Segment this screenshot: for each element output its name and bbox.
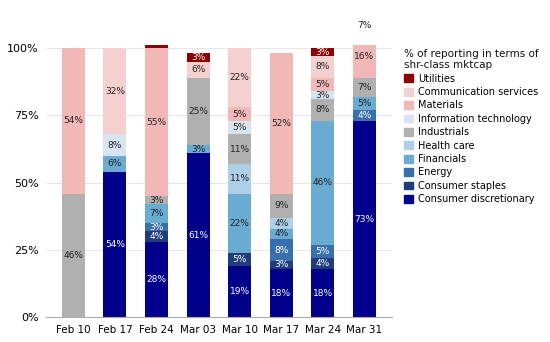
Bar — [103, 172, 127, 317]
Text: 3%: 3% — [191, 53, 205, 62]
Text: 3%: 3% — [149, 196, 164, 205]
Text: 4%: 4% — [150, 232, 163, 241]
Text: 11%: 11% — [229, 174, 250, 183]
Bar — [228, 194, 251, 253]
Bar — [186, 78, 210, 145]
Bar — [311, 48, 334, 56]
Text: 8%: 8% — [274, 246, 288, 254]
Text: 5%: 5% — [233, 123, 247, 132]
Text: 6%: 6% — [108, 159, 122, 168]
Text: 22%: 22% — [230, 219, 250, 228]
Bar — [186, 153, 210, 317]
Text: 18%: 18% — [313, 289, 333, 298]
Text: 3%: 3% — [316, 91, 330, 100]
Bar — [270, 269, 293, 317]
Text: 6%: 6% — [191, 65, 205, 74]
Bar — [228, 48, 251, 107]
Text: 4%: 4% — [358, 111, 371, 120]
Bar — [228, 134, 251, 164]
Text: 4%: 4% — [274, 219, 288, 228]
Text: 19%: 19% — [229, 287, 250, 296]
Bar — [353, 5, 376, 16]
Bar — [353, 110, 376, 121]
Text: 73%: 73% — [354, 214, 375, 224]
Bar — [311, 56, 334, 78]
Text: 32%: 32% — [105, 87, 125, 96]
Bar — [103, 156, 127, 172]
Bar — [311, 91, 334, 99]
Bar — [145, 43, 168, 48]
Text: 5%: 5% — [316, 80, 330, 89]
Bar — [145, 196, 168, 204]
Bar — [311, 78, 334, 91]
Text: 5%: 5% — [233, 255, 247, 264]
Bar — [228, 266, 251, 317]
Bar — [270, 218, 293, 228]
Bar — [62, 48, 85, 194]
Bar — [353, 78, 376, 96]
Bar — [145, 223, 168, 231]
Bar — [353, 121, 376, 317]
Bar — [228, 121, 251, 134]
Text: 5%: 5% — [233, 109, 247, 119]
Text: 46%: 46% — [63, 251, 84, 260]
Text: 5%: 5% — [316, 247, 330, 256]
Bar — [228, 164, 251, 194]
Text: 5%: 5% — [357, 99, 372, 108]
Bar — [270, 239, 293, 261]
Bar — [145, 204, 168, 223]
Text: 16%: 16% — [354, 52, 375, 61]
Bar — [145, 48, 168, 196]
Text: 22%: 22% — [230, 73, 250, 82]
Bar — [311, 99, 334, 121]
Bar — [228, 107, 251, 121]
Bar — [270, 261, 293, 269]
Text: 9%: 9% — [274, 201, 288, 210]
Bar — [353, 96, 376, 110]
Bar — [103, 48, 127, 134]
Bar — [311, 121, 334, 245]
Text: 8%: 8% — [316, 62, 330, 71]
Text: 8%: 8% — [108, 141, 122, 149]
Text: 54%: 54% — [105, 240, 125, 249]
Text: 52%: 52% — [271, 119, 292, 128]
Text: 11%: 11% — [229, 145, 250, 154]
Bar — [186, 62, 210, 78]
Text: 3%: 3% — [274, 260, 288, 269]
Text: 3%: 3% — [191, 145, 205, 154]
Bar — [353, 16, 376, 35]
Bar — [270, 194, 293, 218]
Bar — [228, 253, 251, 266]
Text: 18%: 18% — [271, 289, 292, 298]
Legend: Utilities, Communication services, Materials, Information technology, Industrial: Utilities, Communication services, Mater… — [400, 45, 542, 208]
Bar — [353, 35, 376, 78]
Bar — [186, 53, 210, 62]
Bar — [186, 145, 210, 153]
Bar — [311, 258, 334, 269]
Bar — [311, 269, 334, 317]
Bar — [103, 134, 127, 156]
Text: 61%: 61% — [188, 231, 208, 240]
Text: 3%: 3% — [149, 223, 164, 232]
Text: 4%: 4% — [274, 229, 288, 238]
Text: 7%: 7% — [149, 209, 164, 218]
Text: 25%: 25% — [188, 107, 208, 116]
Text: 28%: 28% — [146, 275, 167, 284]
Bar — [270, 228, 293, 239]
Text: 3%: 3% — [316, 48, 330, 56]
Bar — [62, 194, 85, 317]
Text: 46%: 46% — [313, 178, 333, 187]
Text: 55%: 55% — [146, 118, 167, 127]
Bar — [145, 242, 168, 317]
Bar — [311, 245, 334, 258]
Text: 7%: 7% — [357, 21, 372, 30]
Text: 54%: 54% — [63, 116, 84, 125]
Bar — [145, 231, 168, 242]
Bar — [270, 53, 293, 194]
Text: 4%: 4% — [358, 6, 371, 15]
Text: 4%: 4% — [316, 259, 330, 268]
Text: 7%: 7% — [357, 83, 372, 92]
Text: 8%: 8% — [316, 105, 330, 115]
